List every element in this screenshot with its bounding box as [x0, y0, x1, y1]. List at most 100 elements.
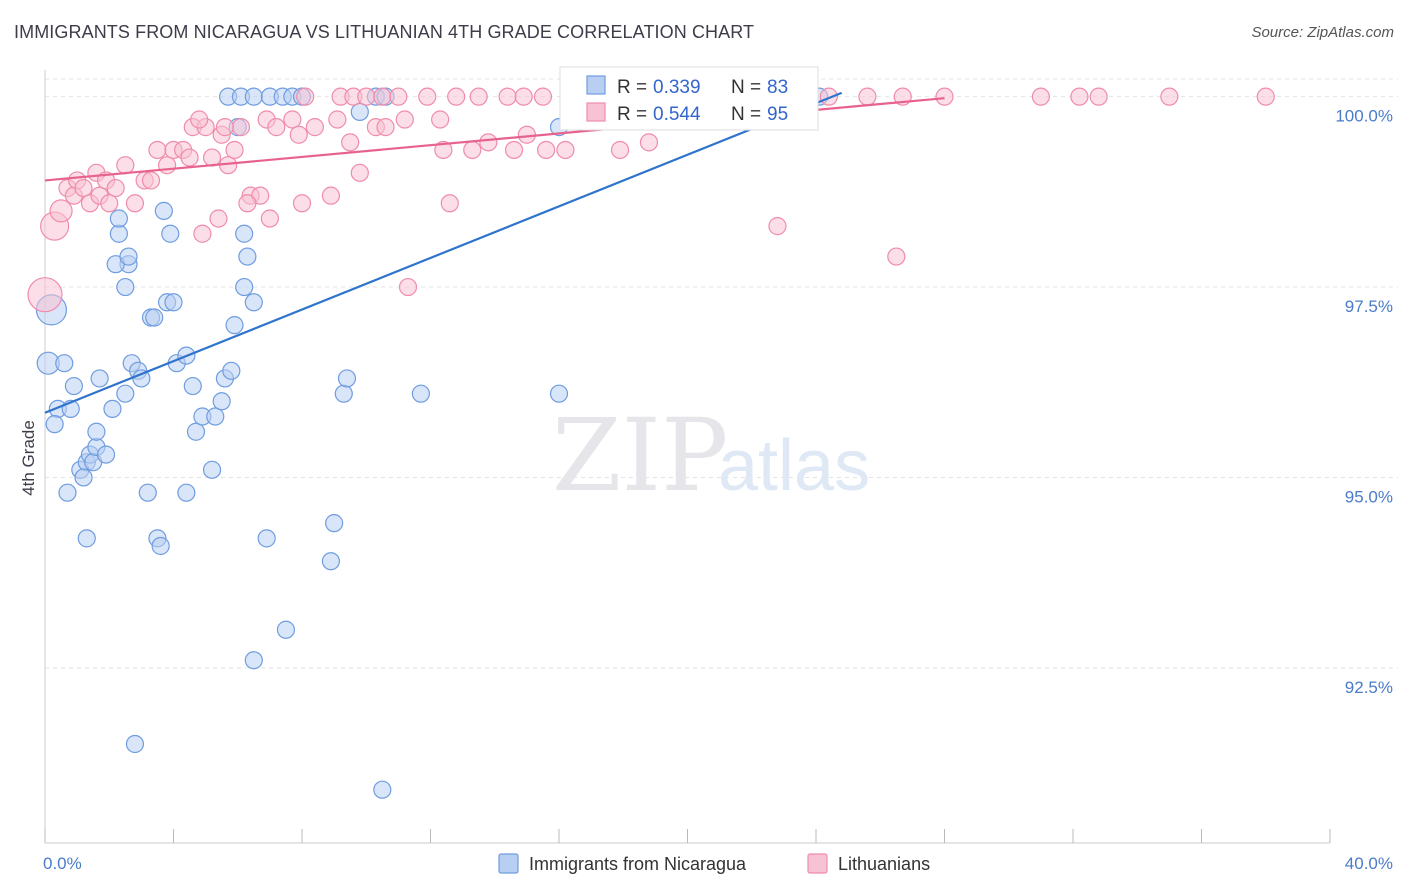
lithuanians-point — [209, 209, 228, 228]
lithuanians-point — [389, 87, 408, 106]
stats-n-label-2: N = — [731, 104, 761, 125]
stats-swatch-lithuanians — [586, 102, 606, 122]
nicaragua-point — [154, 201, 173, 220]
nicaragua-point — [116, 277, 135, 297]
stats-swatch-nicaragua — [586, 75, 606, 95]
lithuanians-point — [1070, 87, 1089, 106]
series-lithuanians — [27, 87, 1275, 313]
stats-r-value-2: 0.544 — [653, 104, 701, 125]
nicaragua-point — [96, 445, 116, 464]
x-tick-labels: 0.0% 40.0% — [43, 854, 1393, 873]
y-tick-label-1: 95.0% — [1345, 487, 1393, 506]
nicaragua-point — [145, 308, 164, 327]
lithuanians-point — [533, 87, 553, 106]
nicaragua-point — [138, 483, 157, 502]
nicaragua-point — [74, 468, 93, 487]
y-tick-labels: 92.5% 95.0% 97.5% 100.0% — [1335, 107, 1393, 697]
axes — [44, 70, 1331, 844]
nicaragua-point — [45, 415, 64, 434]
lithuanians-point — [447, 87, 466, 106]
nicaragua-point — [164, 293, 183, 312]
trend-line-nicaragua — [44, 91, 843, 414]
nicaragua-point — [183, 376, 202, 396]
nicaragua-point — [257, 529, 276, 548]
lithuanians-point — [819, 87, 838, 106]
nicaragua-point — [244, 293, 263, 312]
lithuanians-point — [639, 133, 659, 152]
lithuanians-point — [267, 118, 286, 137]
nicaragua-point — [202, 460, 222, 479]
nicaragua-point — [373, 780, 392, 799]
lithuanians-point — [49, 199, 73, 223]
legend-label-nicaragua: Immigrants from Nicaragua — [529, 854, 747, 874]
lithuanians-point — [305, 118, 324, 137]
stats-r-label-2: R = — [617, 104, 647, 125]
nicaragua-point — [87, 422, 106, 441]
lithuanians-point — [260, 209, 279, 228]
lithuanians-point — [395, 110, 414, 129]
lithuanians-point — [463, 140, 482, 160]
lithuanians-point — [434, 140, 453, 160]
stats-n-label-1: N = — [731, 77, 761, 98]
legend-swatch-lithuanians — [807, 853, 828, 874]
lithuanians-point — [225, 140, 244, 160]
nicaragua-point — [238, 247, 257, 266]
nicaragua-point — [55, 354, 74, 373]
legend-swatch-nicaragua — [498, 853, 519, 874]
lithuanians-point — [116, 156, 135, 175]
nicaragua-point — [549, 384, 569, 403]
lithuanians-point — [514, 87, 533, 106]
stats-r-label-1: R = — [617, 77, 647, 98]
lithuanians-point — [1089, 87, 1108, 106]
nicaragua-point — [109, 209, 128, 228]
lithuanians-point — [440, 194, 459, 213]
lithuanians-point — [556, 140, 575, 160]
nicaragua-point — [235, 277, 254, 297]
stats-n-value-2: 95 — [767, 104, 788, 125]
x-tick-label-0: 0.0% — [43, 854, 82, 873]
nicaragua-point — [325, 514, 344, 533]
lithuanians-point — [296, 87, 315, 106]
series-legend: Immigrants from Nicaragua Lithuanians — [498, 853, 930, 874]
nicaragua-point — [64, 376, 84, 396]
lithuanians-point — [887, 247, 906, 266]
lithuanians-point — [289, 125, 308, 144]
nicaragua-point — [116, 384, 135, 403]
y-tick-label-2: 97.5% — [1345, 297, 1393, 316]
lithuanians-point — [418, 87, 437, 106]
lithuanians-point — [141, 171, 161, 190]
lithuanians-point — [27, 277, 63, 313]
nicaragua-point — [222, 361, 241, 380]
lithuanians-point — [350, 163, 369, 182]
nicaragua-point — [244, 87, 263, 106]
lithuanians-point — [1031, 87, 1050, 106]
nicaragua-point — [411, 384, 430, 403]
grid-lines — [45, 78, 1398, 669]
lithuanians-point — [341, 133, 360, 152]
stats-n-value-1: 83 — [767, 77, 788, 98]
lithuanians-point — [398, 277, 418, 297]
nicaragua-point — [321, 552, 341, 571]
nicaragua-point — [206, 407, 225, 426]
lithuanians-point — [469, 87, 488, 106]
lithuanians-point — [157, 156, 177, 175]
x-tick-label-1: 40.0% — [1345, 854, 1393, 873]
nicaragua-point — [177, 483, 196, 502]
nicaragua-point — [58, 483, 77, 502]
lithuanians-point — [321, 186, 341, 205]
lithuanians-point — [479, 133, 498, 152]
lithuanians-point — [858, 87, 877, 106]
lithuanians-point — [74, 178, 93, 198]
lithuanians-point — [373, 87, 392, 106]
lithuanians-point — [431, 110, 450, 129]
y-axis-label: 4th Grade — [19, 420, 38, 496]
lithuanians-point — [148, 140, 167, 160]
lithuanians-point — [106, 178, 125, 198]
lithuanians-point — [193, 224, 212, 243]
legend-label-lithuanians: Lithuanians — [838, 854, 930, 874]
nicaragua-point — [334, 384, 353, 403]
lithuanians-point — [376, 118, 395, 137]
lithuanians-point — [238, 194, 257, 213]
lithuanians-point — [283, 110, 302, 129]
